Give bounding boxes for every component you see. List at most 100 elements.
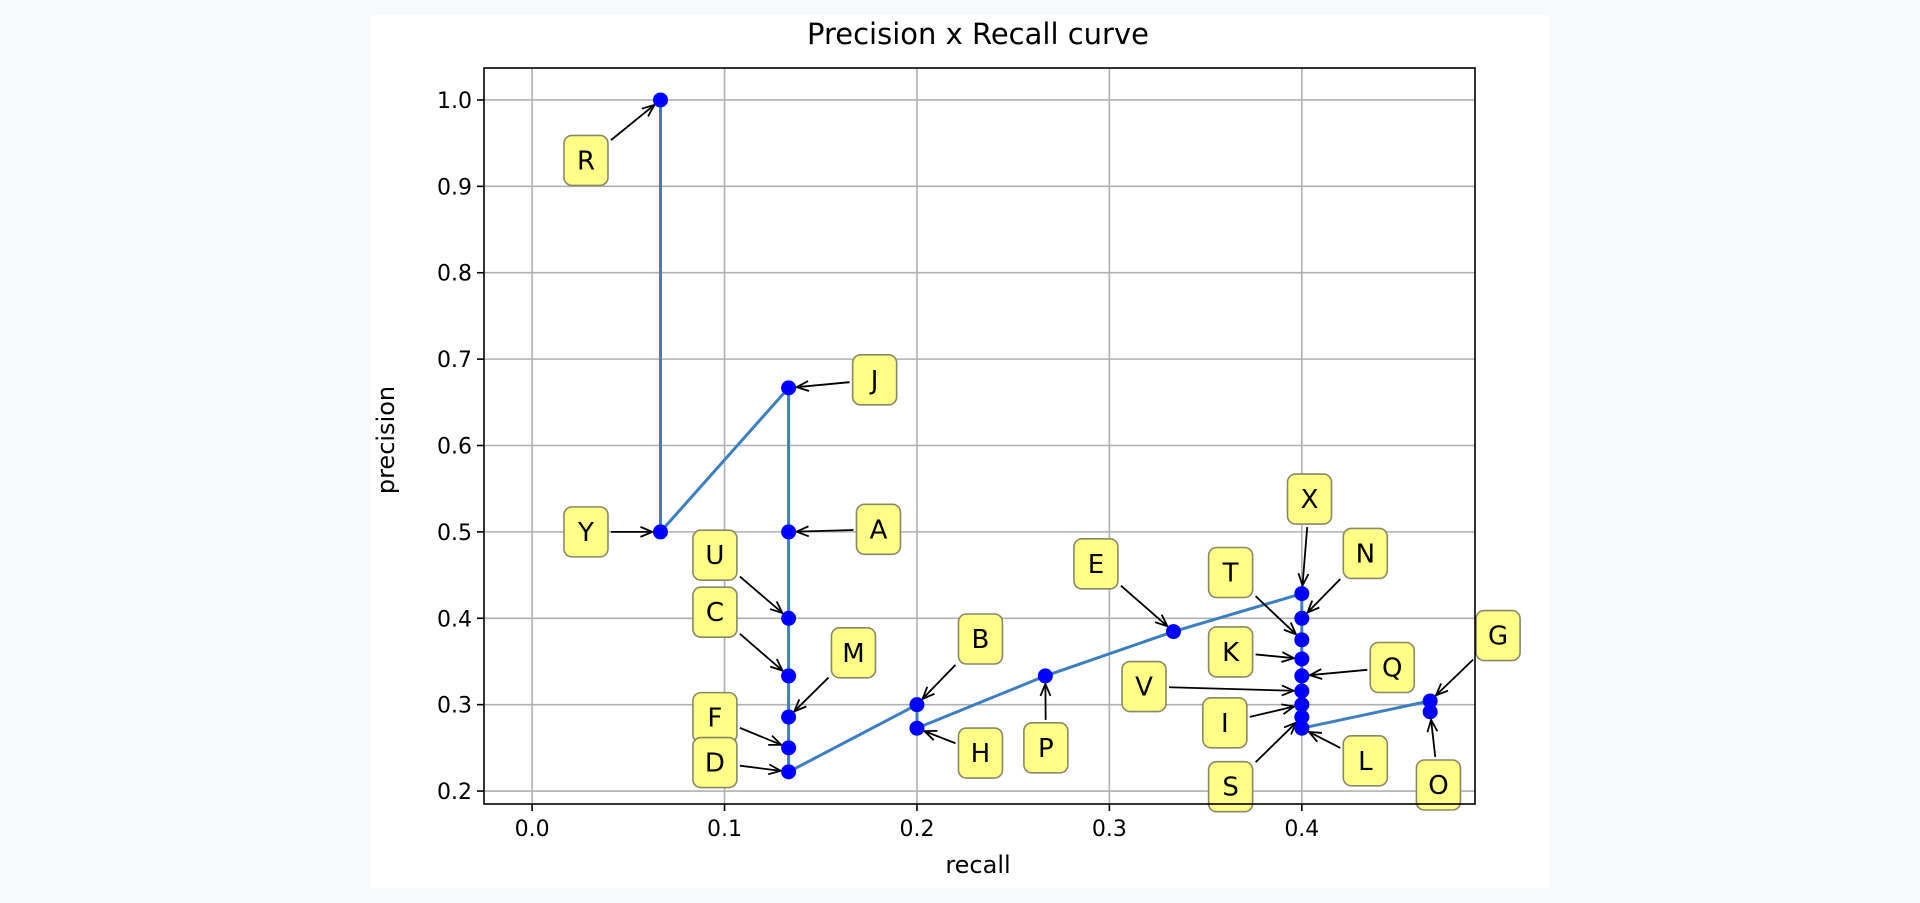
- annotation-box-O: [1415, 759, 1462, 811]
- point-marker-L: [1294, 720, 1310, 736]
- annotation-box-C: [692, 586, 738, 639]
- annotation-arrow-H: [925, 732, 956, 745]
- annotation-arrow-K: [1255, 654, 1293, 658]
- point-marker-I: [1294, 697, 1310, 713]
- annotation-label-Y: Y: [577, 518, 594, 548]
- annotation-label-U: U: [705, 541, 724, 571]
- annotation-label-M: M: [842, 639, 864, 669]
- annotation-arrow-C: [739, 633, 782, 670]
- annotation-label-B: B: [972, 625, 990, 655]
- annotation-arrow-Q: [1311, 670, 1368, 675]
- annotation-arrow-J: [798, 382, 850, 387]
- annotation-label-X: X: [1301, 485, 1319, 515]
- y-tick-label: 0.7: [437, 348, 472, 373]
- annotation-label-J: J: [869, 366, 879, 396]
- annotation-arrow-L: [1310, 732, 1341, 749]
- annotation-label-C: C: [706, 598, 724, 628]
- y-axis-title: precision: [372, 386, 400, 494]
- annotation-label-N: N: [1356, 539, 1375, 569]
- plot-frame: [483, 67, 1476, 805]
- annotation-box-K: [1207, 626, 1254, 678]
- annotation-arrow-E: [1120, 585, 1167, 626]
- annotation-box-U: [692, 529, 738, 582]
- annotation-label-Q: Q: [1382, 654, 1402, 684]
- annotation-box-A: [855, 503, 902, 556]
- annotation-arrow-X: [1303, 526, 1308, 585]
- annotation-arrow-F: [739, 727, 780, 745]
- x-tick-label: 0.2: [899, 817, 934, 842]
- annotation-arrow-N: [1308, 578, 1341, 612]
- annotation-box-V: [1121, 660, 1167, 713]
- annotation-box-L: [1342, 735, 1389, 787]
- annotation-label-H: H: [971, 739, 991, 769]
- point-marker-Y: [652, 524, 668, 540]
- annotation-arrow-M: [795, 676, 830, 711]
- annotation-arrow-A: [798, 530, 854, 532]
- annotation-label-E: E: [1088, 550, 1104, 580]
- annotation-label-P: P: [1038, 734, 1054, 764]
- precision-recall-chart: Precision x Recall curve R Y J A UC M FD B H P E X N…: [372, 17, 1521, 879]
- grid: [484, 68, 1475, 804]
- y-tick-label: 0.3: [437, 694, 472, 719]
- point-marker-X: [1294, 586, 1310, 602]
- annotation-arrow-I: [1249, 707, 1293, 718]
- y-tick-label: 0.5: [437, 521, 472, 546]
- annotation-label-V: V: [1135, 673, 1153, 703]
- point-marker-C: [781, 668, 797, 684]
- annotation-label-D: D: [705, 749, 725, 779]
- y-tick-label: 1.0: [437, 89, 472, 114]
- point-marker-H: [909, 720, 925, 736]
- y-tick-label: 0.4: [437, 607, 472, 632]
- annotation-box-R: [563, 134, 609, 187]
- annotation-arrow-U: [739, 575, 782, 613]
- point-marker-N: [1294, 610, 1310, 626]
- annotation-box-I: [1202, 696, 1248, 749]
- annotation-box-Q: [1369, 641, 1416, 694]
- point-marker-S: [1294, 709, 1310, 725]
- annotation-labels: R Y J A UC M FD B H P E X N T K Q V I S L G O: [563, 134, 1521, 813]
- annotation-box-D: [692, 736, 738, 789]
- point-marker-J: [781, 380, 797, 396]
- point-markers: [652, 92, 1438, 780]
- y-tick-label: 0.8: [437, 262, 472, 287]
- annotation-arrow-O: [1431, 721, 1435, 758]
- y-tick-label: 0.9: [437, 175, 472, 200]
- y-tick-label: 0.2: [437, 780, 472, 805]
- x-tick-label: 0.4: [1284, 817, 1319, 842]
- annotation-box-T: [1207, 546, 1254, 599]
- point-marker-M: [781, 709, 797, 725]
- annotation-label-A: A: [870, 515, 888, 545]
- annotation-arrow-G: [1437, 658, 1474, 695]
- x-axis-title: recall: [945, 851, 1010, 879]
- point-marker-P: [1037, 668, 1053, 684]
- point-marker-R: [652, 92, 668, 108]
- point-marker-B: [909, 697, 925, 713]
- annotation-label-F: F: [707, 704, 722, 734]
- annotation-box-B: [957, 613, 1004, 665]
- point-marker-O: [1422, 704, 1438, 720]
- annotation-box-H: [957, 727, 1004, 779]
- annotation-box-N: [1342, 527, 1389, 580]
- x-tick-label: 0.1: [707, 817, 742, 842]
- x-tick-label: 0.0: [515, 817, 550, 842]
- point-marker-E: [1165, 624, 1181, 640]
- point-marker-T: [1294, 632, 1310, 648]
- point-marker-D: [781, 764, 797, 780]
- annotation-box-Y: [563, 506, 609, 558]
- annotation-box-P: [1023, 722, 1069, 774]
- chart-title: Precision x Recall curve: [807, 17, 1149, 51]
- annotation-label-G: G: [1488, 622, 1508, 652]
- y-tick-label: 0.6: [437, 435, 472, 460]
- point-marker-Q: [1294, 668, 1310, 684]
- annotation-arrow-R: [610, 106, 653, 141]
- annotation-arrow-V: [1168, 687, 1293, 691]
- annotation-arrow-D: [739, 766, 780, 771]
- point-marker-F: [781, 740, 797, 756]
- annotation-box-J: [851, 354, 898, 406]
- x-tick-label: 0.3: [1092, 817, 1127, 842]
- annotation-arrow-B: [923, 664, 957, 698]
- annotation-label-K: K: [1222, 638, 1240, 668]
- point-marker-G: [1422, 693, 1438, 709]
- point-marker-U: [781, 610, 797, 626]
- annotation-box-G: [1475, 609, 1521, 662]
